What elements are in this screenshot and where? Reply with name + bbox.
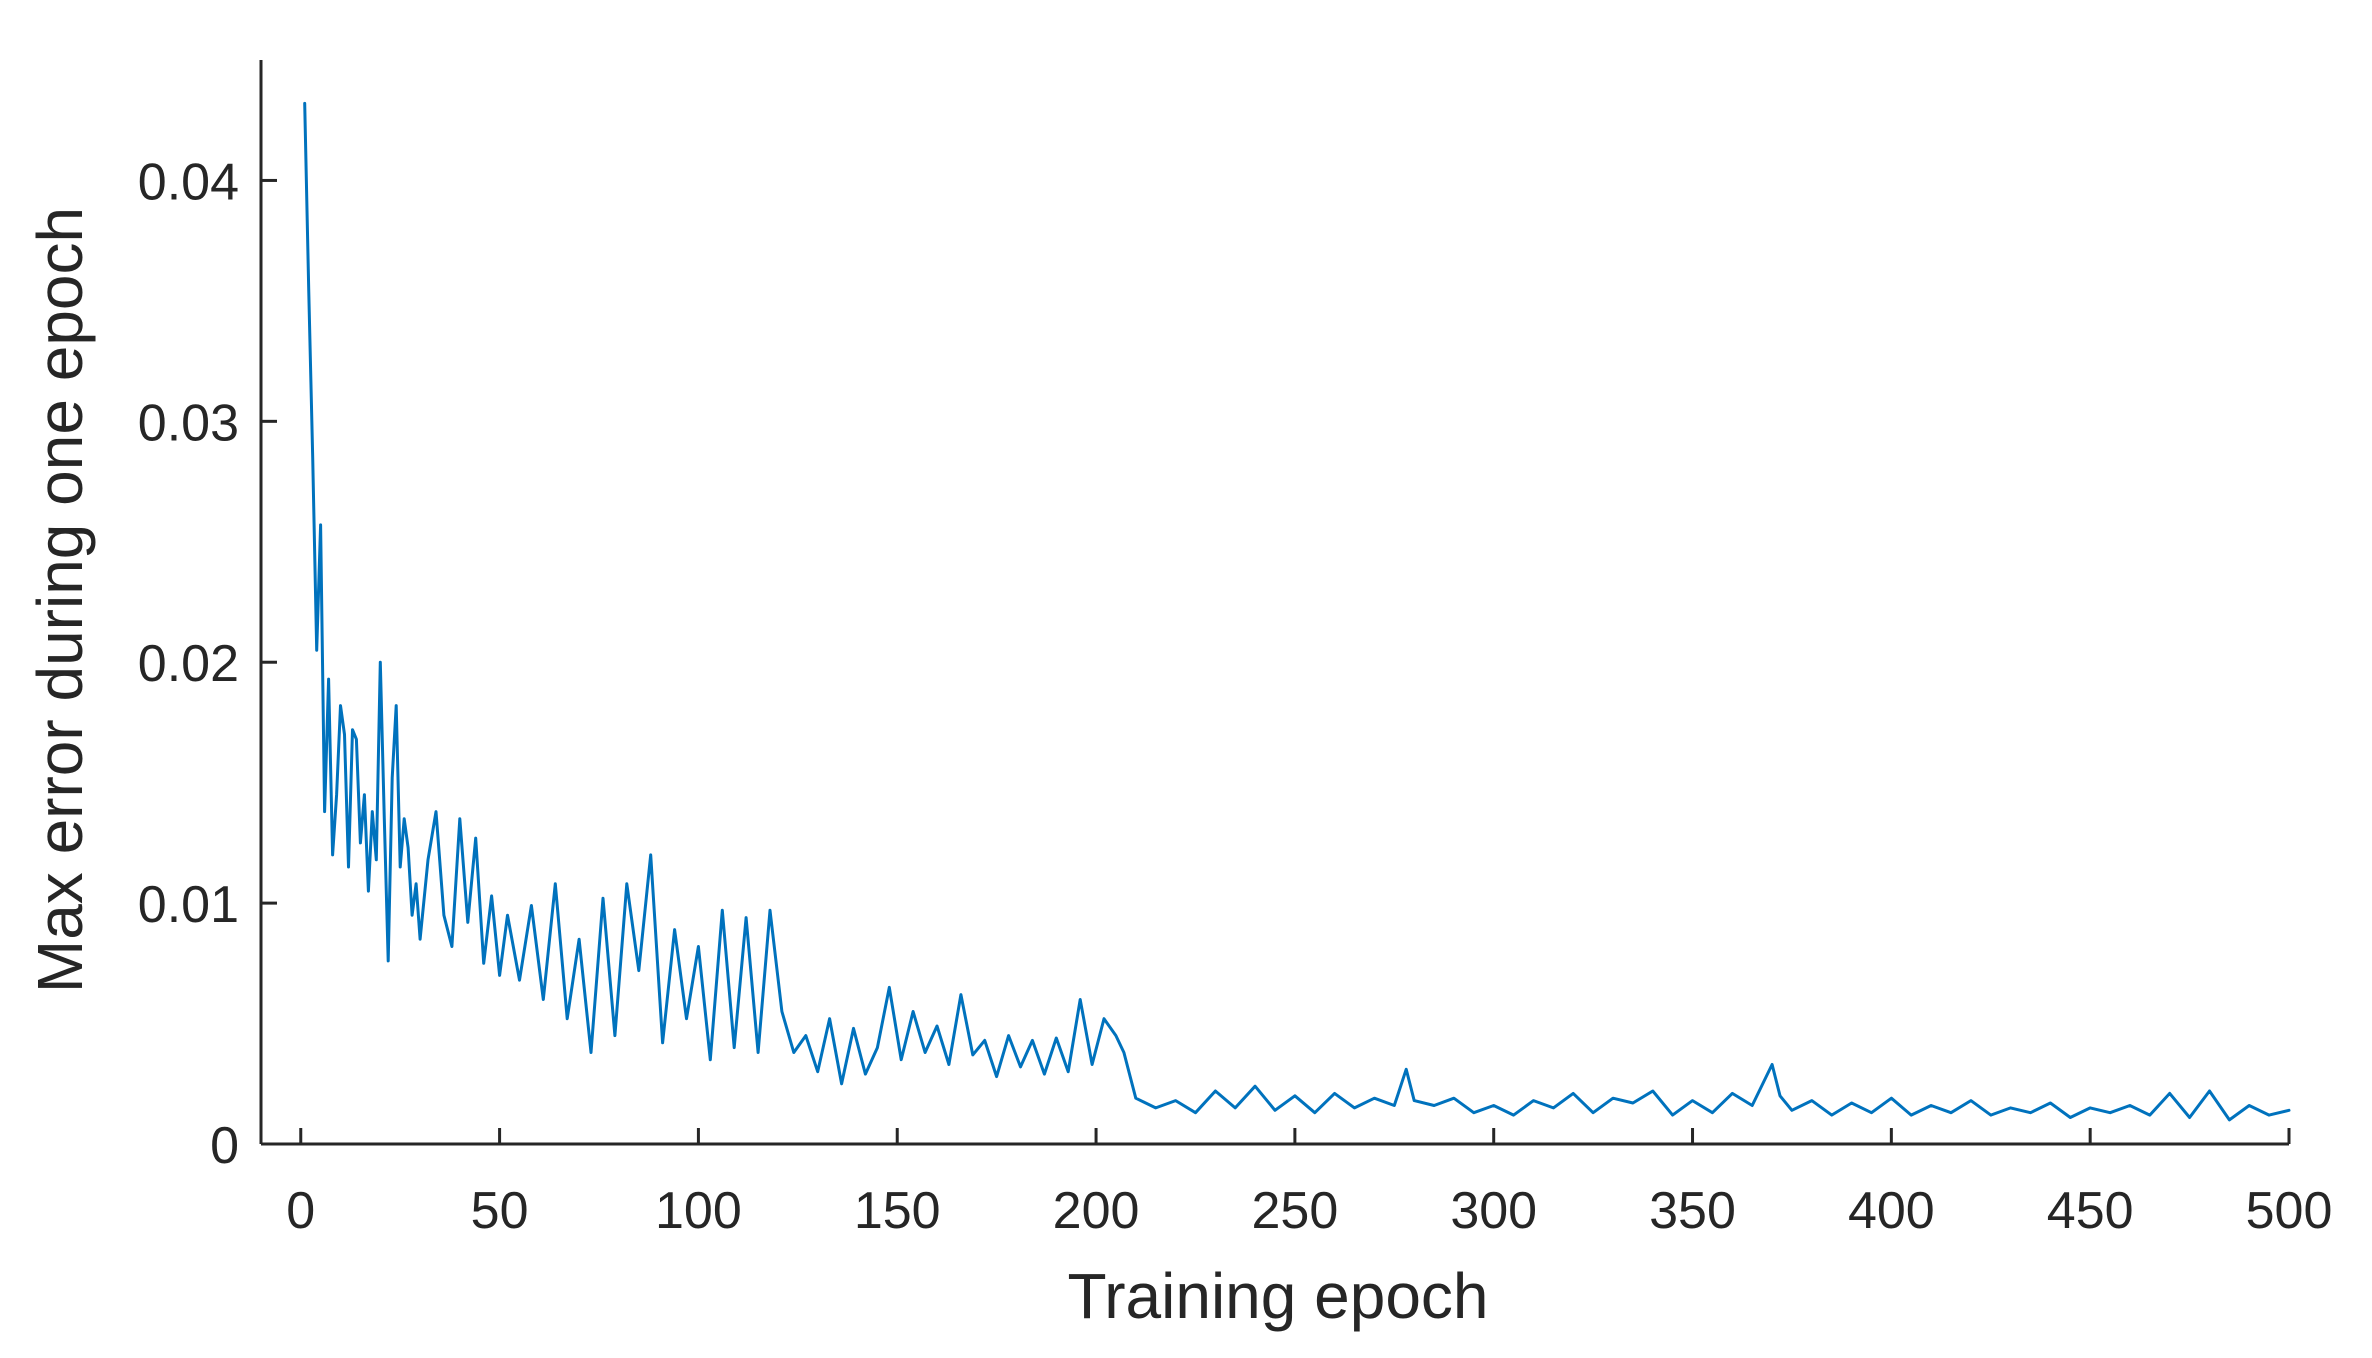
x-tick-label: 300 xyxy=(1450,1182,1537,1240)
x-axis-label: Training epoch xyxy=(1068,1260,1489,1332)
y-tick-label: 0.02 xyxy=(138,635,239,693)
x-tick-label: 150 xyxy=(854,1182,941,1240)
x-tick-label: 250 xyxy=(1251,1182,1338,1240)
y-tick-label: 0.01 xyxy=(138,876,239,934)
x-tick-label: 50 xyxy=(471,1182,529,1240)
axes xyxy=(259,60,2289,1146)
ticks: 0 50 100 150 200 250 300 350 400 450 500 0 0.01 0.02 0… xyxy=(138,153,2333,1240)
x-tick-label: 500 xyxy=(2246,1182,2333,1240)
x-tick-label: 350 xyxy=(1649,1182,1736,1240)
x-tick-label: 200 xyxy=(1053,1182,1140,1240)
y-axis-label: Max error during one epoch xyxy=(24,207,96,993)
plot-area xyxy=(303,101,2291,1122)
y-tick-label: 0 xyxy=(210,1117,239,1175)
x-tick-label: 100 xyxy=(655,1182,742,1240)
series-line xyxy=(303,101,2291,1122)
y-tick-label: 0.03 xyxy=(138,394,239,452)
y-tick-label: 0.04 xyxy=(138,153,239,211)
x-tick-label: 450 xyxy=(2047,1182,2134,1240)
x-tick-label: 400 xyxy=(1848,1182,1935,1240)
x-tick-label: 0 xyxy=(286,1182,315,1240)
